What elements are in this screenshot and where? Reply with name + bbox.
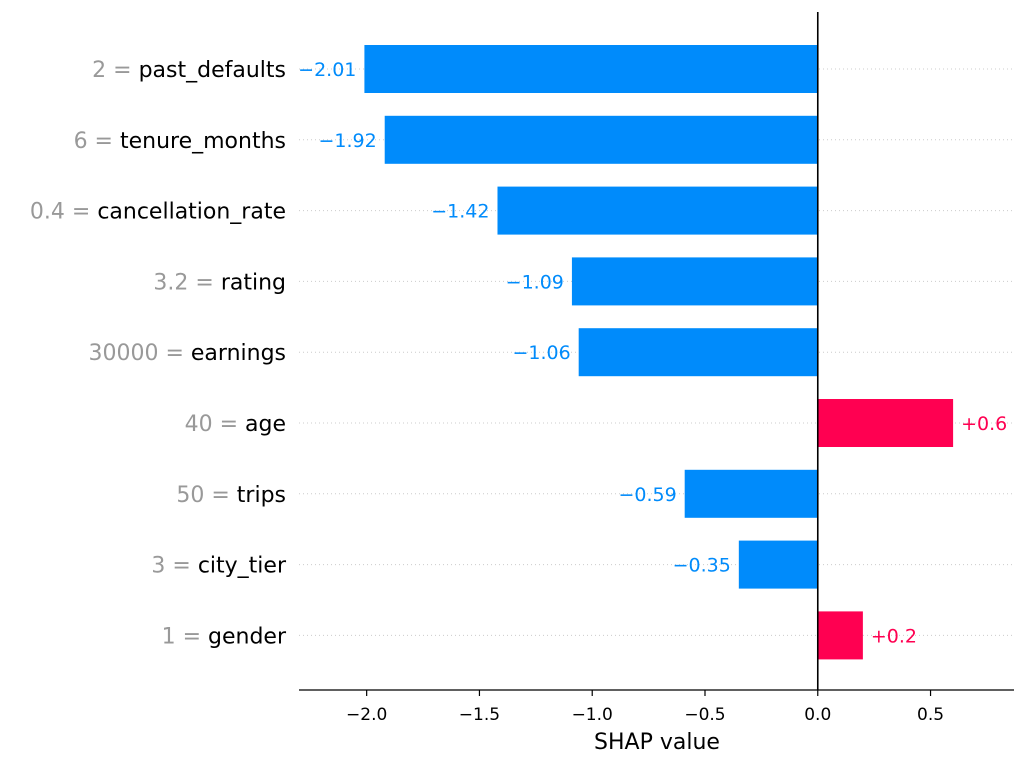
feature-value: 6 = (74, 129, 120, 154)
x-tick-label: 0.0 (804, 705, 831, 725)
feature-label-age: 40 = age (185, 412, 286, 437)
value-label-cancellation_rate: −1.42 (431, 201, 489, 223)
feature-value: 3 = (151, 554, 197, 579)
bar-earnings (578, 328, 818, 377)
feature-label-past_defaults: 2 = past_defaults (92, 58, 286, 83)
x-tick-label: 0.5 (917, 705, 944, 725)
value-label-trips: −0.59 (618, 484, 676, 506)
bar-past_defaults (364, 45, 818, 93)
feature-label-gender: 1 = gender (162, 624, 287, 649)
feature-label-trips: 50 = trips (176, 483, 286, 508)
bars (364, 45, 954, 660)
feature-value: 3.2 = (153, 270, 220, 295)
feature-labels: 2 = past_defaults 6 = tenure_months 0.4 = … (30, 58, 287, 649)
feature-name: age (245, 412, 286, 437)
feature-name: rating (221, 270, 286, 295)
value-label-past_defaults: −2.01 (298, 59, 356, 81)
value-label-city_tier: −0.35 (673, 555, 731, 577)
bar-city_tier (738, 540, 818, 589)
feature-value: 2 = (92, 58, 138, 83)
feature-value: 50 = (176, 483, 236, 508)
feature-name: tenure_months (120, 129, 286, 154)
value-label-gender: +0.2 (871, 625, 917, 647)
feature-value: 40 = (185, 412, 245, 437)
feature-name: earnings (191, 341, 286, 366)
feature-name: gender (208, 624, 287, 649)
feature-label-rating: 3.2 = rating (153, 270, 286, 295)
bar-rating (571, 257, 818, 306)
x-tick-label: −1.5 (459, 705, 500, 725)
bar-tenure_months (384, 115, 818, 164)
value-label-rating: −1.09 (506, 271, 564, 293)
feature-value: 0.4 = (30, 200, 97, 225)
feature-name: past_defaults (139, 58, 286, 83)
value-labels: −2.01 −1.92 −1.42 −1.09 −1.06 +0.6 −0.59 −0.35 +… (298, 59, 1007, 647)
x-tick-label: −1.0 (572, 705, 613, 725)
feature-name: trips (237, 483, 286, 508)
feature-value: 30000 = (88, 341, 190, 366)
feature-label-earnings: 30000 = earnings (88, 341, 286, 366)
feature-name: city_tier (198, 554, 287, 579)
value-label-earnings: −1.06 (512, 342, 570, 364)
value-label-age: +0.6 (961, 413, 1007, 435)
feature-label-tenure_months: 6 = tenure_months (74, 129, 286, 154)
bar-trips (684, 469, 818, 518)
feature-name: cancellation_rate (97, 200, 286, 225)
x-tick-label: −2.0 (346, 705, 387, 725)
bar-age (817, 399, 954, 447)
value-label-tenure_months: −1.92 (318, 130, 376, 152)
x-tick-label: −0.5 (684, 705, 725, 725)
bar-gender (817, 611, 863, 660)
x-axis: −2.0 −1.5 −1.0 −0.5 0.0 0.5 (299, 689, 1014, 725)
feature-value: 1 = (162, 624, 208, 649)
bar-cancellation_rate (497, 186, 818, 235)
feature-label-city_tier: 3 = city_tier (151, 554, 287, 579)
x-axis-label: SHAP value (594, 730, 720, 755)
feature-label-cancellation_rate: 0.4 = cancellation_rate (30, 200, 286, 225)
